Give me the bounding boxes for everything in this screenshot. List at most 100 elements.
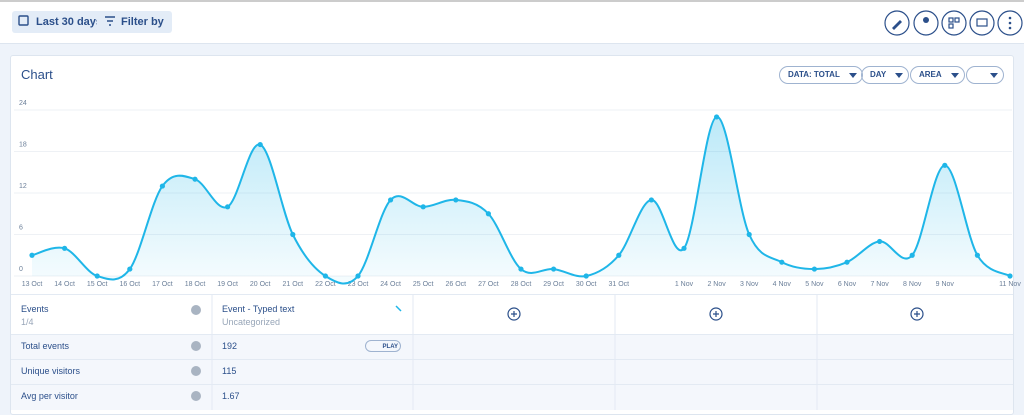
point	[420, 204, 426, 210]
calendar-icon	[18, 15, 29, 26]
y-tick-label: 12	[19, 183, 27, 190]
point	[746, 231, 752, 238]
point	[518, 266, 524, 272]
x-tick-label: 31 Oct	[608, 281, 629, 288]
point	[844, 259, 850, 265]
row-label: Total events	[21, 341, 70, 351]
add-event-button[interactable]	[910, 307, 924, 321]
x-tick-label: 28 Oct	[511, 281, 532, 288]
y-tick-label: 0	[19, 266, 23, 273]
dots-icon	[1008, 16, 1012, 30]
point	[290, 231, 296, 238]
filter-icon	[105, 16, 115, 26]
point	[322, 273, 328, 279]
x-tick-label: 8 Nov	[903, 281, 922, 288]
row-label: Unique visitors	[21, 366, 81, 376]
help-icon	[191, 391, 201, 401]
point	[909, 252, 915, 258]
point	[1007, 273, 1013, 279]
row-value: 115	[222, 366, 237, 376]
x-tick-label: 13 Oct	[22, 281, 43, 288]
events-count: 1/4	[21, 317, 34, 327]
point	[616, 252, 622, 258]
event-category: Uncategorized	[222, 317, 281, 327]
user-icon	[923, 17, 929, 23]
x-tick-label: 5 Nov	[805, 281, 824, 288]
play-button[interactable]: PLAY	[365, 340, 401, 352]
point	[551, 266, 557, 272]
x-tick-label: 6 Nov	[838, 281, 857, 288]
point	[485, 211, 491, 217]
add-event-button[interactable]	[709, 307, 723, 321]
point	[811, 266, 818, 272]
point	[159, 183, 165, 189]
point	[714, 114, 720, 120]
grid-button[interactable]	[941, 10, 967, 36]
x-tick-label: 21 Oct	[282, 281, 303, 288]
table-row	[11, 359, 1013, 384]
x-tick-label: 3 Nov	[740, 281, 759, 288]
grid-icon	[948, 17, 960, 29]
point	[779, 259, 785, 265]
x-tick-label: 24 Oct	[380, 281, 401, 288]
add-event-button[interactable]	[507, 307, 521, 321]
y-tick-label: 18	[19, 141, 27, 148]
help-icon	[191, 366, 201, 376]
toolbar-icons	[18, 10, 1023, 36]
table-row	[11, 334, 1013, 359]
table-lines	[211, 294, 924, 410]
point	[583, 273, 589, 279]
filter-button[interactable]: Filter by	[97, 11, 172, 33]
help-icon[interactable]	[191, 305, 201, 315]
select-icon[interactable]	[395, 305, 402, 312]
x-tick-label: 4 Nov	[773, 281, 792, 288]
x-tick-label: 20 Oct	[250, 281, 271, 288]
point	[62, 245, 68, 251]
export-select[interactable]	[966, 66, 1004, 84]
mail-button[interactable]	[969, 10, 995, 36]
point	[453, 197, 459, 203]
x-tick-label: 19 Oct	[217, 281, 238, 288]
interval-select[interactable]: DAY	[861, 66, 910, 84]
x-tick-label: 9 Nov	[936, 281, 955, 288]
row-value: 192	[222, 341, 238, 351]
x-tick-label: 7 Nov	[870, 281, 889, 288]
x-tick-label: 27 Oct	[478, 281, 499, 288]
point	[127, 266, 133, 272]
date-range-button[interactable]: Last 30 days	[12, 11, 111, 33]
mail-icon	[976, 18, 988, 27]
x-tick-label: 22 Oct	[315, 281, 336, 288]
x-tick-label: 25 Oct	[413, 281, 434, 288]
x-tick-label: 2 Nov	[707, 281, 726, 288]
row-value: 1.67	[222, 391, 240, 401]
point	[974, 252, 981, 258]
chart-title: Chart	[21, 67, 53, 82]
x-tick-label: 11 Nov	[999, 281, 1021, 288]
event-name: Event - Typed text	[222, 304, 295, 314]
chart-type-select[interactable]: AREA	[910, 66, 965, 84]
x-tick-label: 1 Nov	[675, 281, 694, 288]
x-tick-label: 14 Oct	[54, 281, 75, 288]
point	[225, 204, 231, 210]
events-label: Events	[21, 304, 49, 314]
point	[942, 162, 948, 168]
y-tick-label: 6	[19, 224, 23, 231]
area	[32, 116, 1010, 284]
y-tick-label: 24	[19, 100, 27, 107]
point	[257, 141, 263, 148]
point	[681, 245, 687, 251]
x-tick-label: 16 Oct	[119, 281, 140, 288]
point	[388, 197, 394, 203]
point	[877, 238, 883, 245]
x-tick-label: 30 Oct	[576, 281, 597, 288]
x-tick-label: 17 Oct	[152, 281, 173, 288]
point	[192, 176, 198, 182]
x-tick-label: 29 Oct	[543, 281, 564, 288]
x-tick-label: 26 Oct	[445, 281, 466, 288]
x-tick-label: 18 Oct	[185, 281, 206, 288]
point	[355, 273, 361, 279]
x-tick-label: 15 Oct	[87, 281, 108, 288]
point	[94, 273, 100, 279]
row-label: Avg per visitor	[21, 391, 78, 401]
